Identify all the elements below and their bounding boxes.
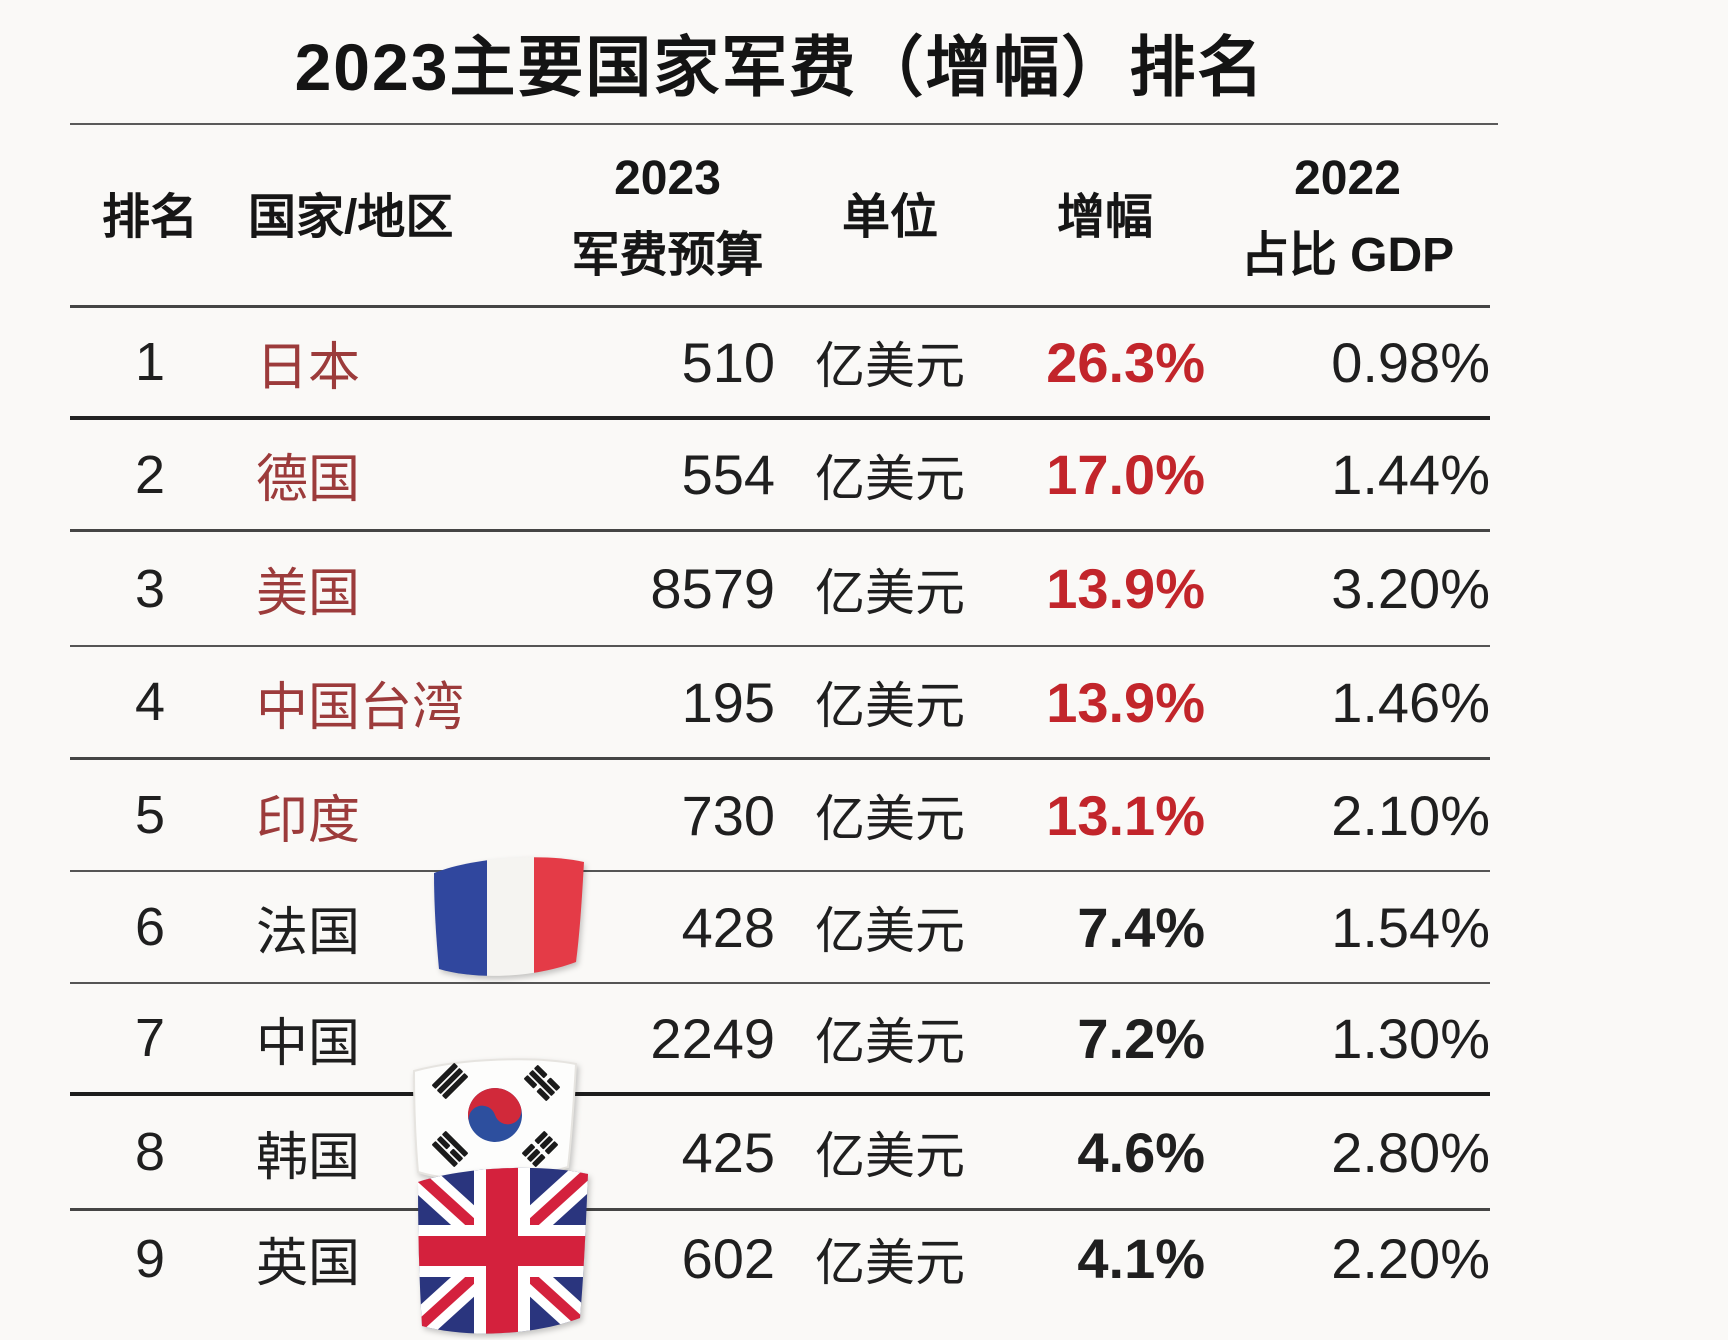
gdp-cell: 3.20% <box>1331 557 1490 620</box>
rank-cell: 2 <box>134 444 166 505</box>
budget-cell: 8579 <box>650 557 775 620</box>
south-korea-flag-icon <box>412 1058 578 1181</box>
united-kingdom-flag-icon <box>418 1167 588 1334</box>
header-growth: 增幅 <box>1056 190 1153 244</box>
table-row: 3 美国 8579 亿美元 13.9% 3.20% <box>70 529 1490 645</box>
title-underline <box>70 123 1498 125</box>
growth-cell: 13.9% <box>1046 670 1205 734</box>
growth-cell: 26.3% <box>1046 330 1205 394</box>
country-cell: 中国台湾 <box>256 678 465 737</box>
unit-cell: 亿美元 <box>815 903 965 959</box>
table-row: 7 中国 2249 亿美元 7.2% 1.30% <box>70 982 1490 1092</box>
header-country: 国家/地区 <box>248 190 454 244</box>
table-row: 4 中国台湾 195 亿美元 13.9% 1.46% <box>70 645 1490 757</box>
country-cell: 德国 <box>256 451 361 509</box>
gdp-cell: 1.46% <box>1331 670 1490 734</box>
table-header-row: 排名 国家/地区 2023 军费预算 单位 增幅 2022 占比 GDP <box>70 130 1490 305</box>
unit-cell: 亿美元 <box>815 1128 965 1184</box>
growth-cell: 4.6% <box>1077 1120 1205 1184</box>
budget-cell: 554 <box>681 443 775 506</box>
growth-cell: 7.4% <box>1077 895 1205 959</box>
rank-cell: 7 <box>134 1008 166 1068</box>
country-cell: 美国 <box>256 565 361 623</box>
rank-cell: 4 <box>134 672 166 732</box>
unit-cell: 亿美元 <box>815 450 965 507</box>
country-cell: 印度 <box>256 791 361 850</box>
gdp-cell: 2.20% <box>1331 1227 1490 1290</box>
growth-cell: 4.1% <box>1077 1227 1205 1290</box>
france-flag-icon <box>434 857 584 976</box>
table-row: 5 印度 730 亿美元 13.1% 2.10% <box>70 757 1490 870</box>
gdp-cell: 1.54% <box>1331 895 1490 959</box>
table-row: 6 法国 428 亿美元 7.4% 1.54% <box>70 870 1490 982</box>
unit-cell: 亿美元 <box>815 1014 965 1070</box>
header-gdp-line1: 2022 <box>1294 151 1401 205</box>
header-gdp: 2022 占比 GDP <box>1205 141 1490 295</box>
budget-cell: 425 <box>681 1120 775 1184</box>
table-row: 8 韩国 425 亿美元 4.6% 2.80% <box>70 1092 1490 1208</box>
header-budget: 2023 军费预算 <box>560 141 775 295</box>
growth-cell: 13.9% <box>1046 557 1205 620</box>
header-budget-line1: 2023 <box>614 151 721 205</box>
page-title: 2023主要国家军费（增幅）排名 <box>294 30 1266 104</box>
rank-cell: 5 <box>134 785 166 845</box>
table-row: 9 英国 602 亿美元 4.1% 2.20% <box>70 1208 1490 1306</box>
rank-cell: 9 <box>134 1228 166 1289</box>
gdp-cell: 0.98% <box>1331 330 1490 394</box>
unit-cell: 亿美元 <box>815 338 965 394</box>
rank-cell: 1 <box>134 332 166 392</box>
country-cell: 中国 <box>256 1014 361 1073</box>
table-body: 1 日本 510 亿美元 26.3% 0.98% 2 德国 554 亿美元 17… <box>0 305 1728 1306</box>
unit-cell: 亿美元 <box>815 791 965 847</box>
gdp-cell: 1.44% <box>1331 443 1490 506</box>
unit-cell: 亿美元 <box>815 564 965 621</box>
growth-cell: 7.2% <box>1077 1006 1205 1070</box>
gdp-cell: 2.80% <box>1331 1120 1490 1184</box>
budget-cell: 510 <box>681 330 775 394</box>
table-row: 2 德国 554 亿美元 17.0% 1.44% <box>70 416 1490 529</box>
growth-cell: 17.0% <box>1046 443 1205 506</box>
budget-cell: 428 <box>681 895 775 959</box>
header-gdp-line2: 占比 GDP <box>1240 228 1455 282</box>
rank-cell: 3 <box>134 558 166 619</box>
header-rank: 排名 <box>101 190 198 244</box>
budget-cell: 730 <box>681 783 775 847</box>
budget-cell: 2249 <box>650 1006 775 1070</box>
country-cell: 日本 <box>256 338 361 397</box>
rank-cell: 8 <box>134 1122 166 1182</box>
header-unit: 单位 <box>841 190 938 244</box>
budget-cell: 195 <box>681 670 775 734</box>
growth-cell: 13.1% <box>1046 783 1205 847</box>
gdp-cell: 2.10% <box>1331 783 1490 847</box>
header-budget-line2: 军费预算 <box>571 228 764 282</box>
table-row: 1 日本 510 亿美元 26.3% 0.98% <box>70 305 1490 416</box>
country-cell: 法国 <box>256 903 361 962</box>
unit-cell: 亿美元 <box>815 1234 965 1291</box>
rank-cell: 6 <box>134 897 166 957</box>
unit-cell: 亿美元 <box>815 678 965 734</box>
gdp-cell: 1.30% <box>1331 1006 1490 1070</box>
country-cell: 韩国 <box>256 1128 361 1187</box>
ranking-table-page: 2023主要国家军费（增幅）排名 排名 国家/地区 2023 军费预算 单位 增… <box>70 30 1498 1334</box>
